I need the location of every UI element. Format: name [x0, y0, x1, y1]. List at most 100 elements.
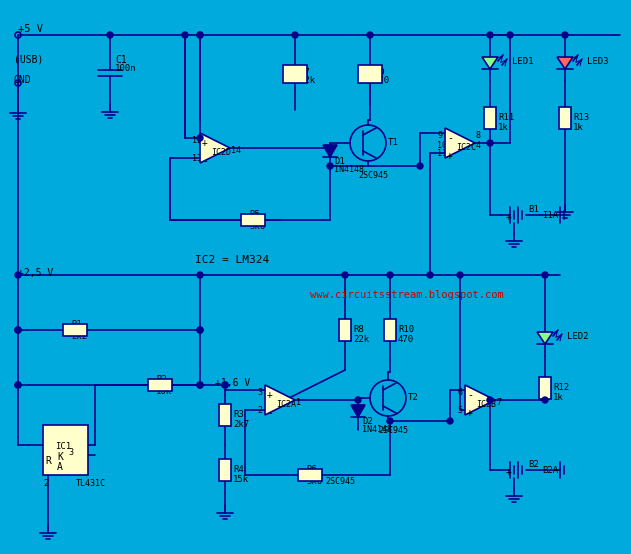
Bar — [219, 459, 231, 481]
Text: +5 V: +5 V — [18, 24, 43, 34]
Text: IC2D: IC2D — [211, 148, 231, 157]
Text: I1A: I1A — [542, 211, 558, 220]
Text: -: - — [467, 390, 473, 400]
Bar — [283, 65, 307, 83]
Bar — [358, 65, 382, 83]
Text: 12: 12 — [192, 136, 202, 145]
Text: 1N4148: 1N4148 — [362, 425, 392, 434]
Text: R11: R11 — [498, 113, 514, 122]
Text: R12: R12 — [553, 383, 569, 392]
Text: +: + — [506, 212, 512, 222]
Bar — [43, 425, 88, 475]
Polygon shape — [323, 145, 337, 157]
Bar — [219, 404, 231, 426]
Text: 7: 7 — [496, 398, 501, 407]
Text: 22k: 22k — [353, 335, 369, 344]
Text: B2: B2 — [528, 460, 539, 469]
Text: R7: R7 — [299, 68, 310, 77]
Bar — [241, 214, 265, 226]
Circle shape — [197, 327, 203, 333]
Text: R9: R9 — [374, 68, 385, 77]
Text: B1: B1 — [528, 205, 539, 214]
Text: 2SC945: 2SC945 — [378, 426, 408, 435]
Text: +: + — [447, 151, 453, 161]
Text: www.circuitsstream.blogspot.com: www.circuitsstream.blogspot.com — [310, 290, 504, 300]
Circle shape — [197, 272, 203, 278]
Text: 2: 2 — [43, 479, 49, 488]
Text: +: + — [267, 390, 273, 400]
Text: -: - — [267, 408, 273, 418]
Circle shape — [222, 382, 228, 388]
Text: A: A — [57, 462, 63, 472]
Text: 1k: 1k — [573, 123, 584, 132]
Text: 2SC945: 2SC945 — [358, 171, 388, 180]
Circle shape — [15, 382, 21, 388]
Text: 3: 3 — [68, 448, 73, 457]
Circle shape — [507, 32, 513, 38]
Text: K: K — [57, 452, 63, 462]
Circle shape — [487, 140, 493, 146]
Text: LED2: LED2 — [567, 332, 589, 341]
Text: 470: 470 — [374, 76, 390, 85]
Text: 9: 9 — [437, 131, 442, 140]
Text: T2: T2 — [408, 393, 419, 402]
Text: IC2B: IC2B — [476, 400, 496, 409]
Text: 3: 3 — [257, 388, 262, 397]
Text: (USB): (USB) — [14, 55, 44, 65]
Text: IC2 = LM324: IC2 = LM324 — [195, 255, 269, 265]
Circle shape — [387, 272, 393, 278]
Text: 2k7: 2k7 — [233, 420, 249, 429]
Text: 10k: 10k — [156, 387, 172, 396]
Circle shape — [182, 32, 188, 38]
Bar — [484, 107, 496, 129]
Polygon shape — [351, 405, 365, 417]
Text: TL431C: TL431C — [76, 479, 106, 488]
Text: -: - — [202, 156, 208, 166]
Circle shape — [542, 397, 548, 403]
Text: R5: R5 — [249, 210, 260, 219]
Circle shape — [487, 32, 493, 38]
Text: 1k: 1k — [498, 123, 509, 132]
Text: 22k: 22k — [299, 76, 315, 85]
Bar — [63, 324, 87, 336]
Bar — [384, 319, 396, 341]
Text: R10: R10 — [398, 325, 414, 334]
Text: R2: R2 — [156, 375, 167, 384]
Circle shape — [342, 272, 348, 278]
Circle shape — [487, 397, 493, 403]
Circle shape — [197, 327, 203, 333]
Circle shape — [327, 145, 333, 151]
Bar — [298, 469, 322, 481]
Text: 1k: 1k — [553, 393, 563, 402]
Text: R8: R8 — [353, 325, 363, 334]
Circle shape — [355, 397, 361, 403]
Circle shape — [292, 32, 298, 38]
Circle shape — [15, 272, 21, 278]
Circle shape — [15, 382, 21, 388]
Text: -: - — [447, 133, 453, 143]
Text: +1,6 V: +1,6 V — [215, 378, 251, 388]
Polygon shape — [482, 57, 498, 69]
Text: 14: 14 — [231, 146, 241, 155]
Text: 15k: 15k — [233, 475, 249, 484]
Text: LED3: LED3 — [587, 57, 608, 66]
Text: 1N4148: 1N4148 — [334, 165, 364, 174]
Text: C1: C1 — [115, 55, 127, 65]
Text: LED1: LED1 — [512, 57, 533, 66]
Text: R4: R4 — [233, 465, 244, 474]
Text: +: + — [467, 408, 473, 418]
Text: 10: 10 — [437, 141, 447, 150]
Circle shape — [197, 32, 203, 38]
Text: B2A: B2A — [542, 466, 558, 475]
Text: R13: R13 — [573, 113, 589, 122]
Text: 4: 4 — [476, 141, 481, 150]
Text: 5k6: 5k6 — [249, 222, 265, 231]
Text: +: + — [202, 138, 208, 148]
Text: 2k2: 2k2 — [71, 332, 87, 341]
Polygon shape — [265, 385, 295, 415]
Text: R6: R6 — [306, 465, 317, 474]
Text: 11: 11 — [437, 149, 447, 158]
Bar — [539, 377, 551, 399]
Text: R3: R3 — [233, 410, 244, 419]
Text: T1: T1 — [388, 138, 399, 147]
